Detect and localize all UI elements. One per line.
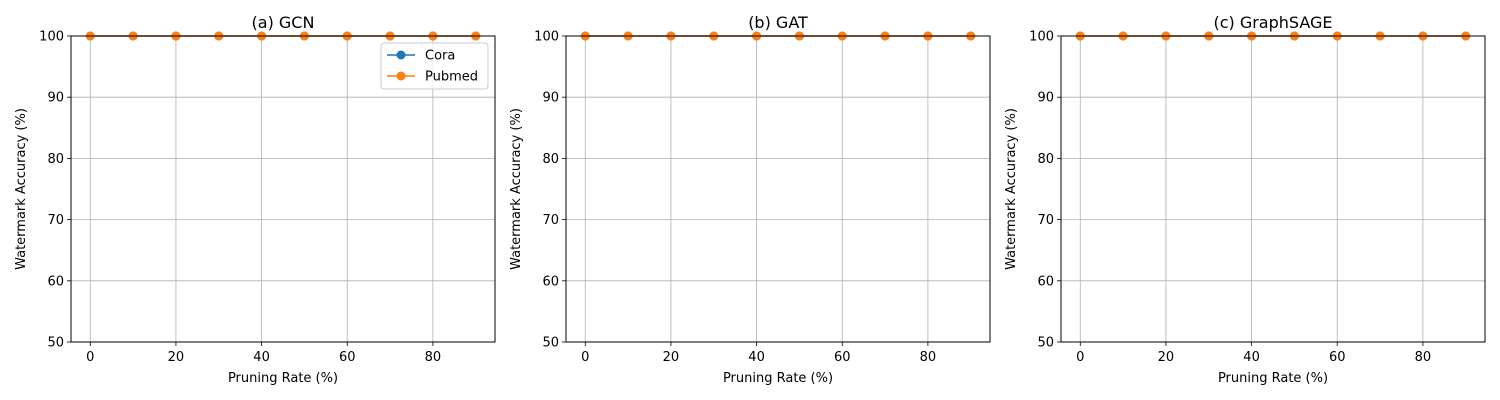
- y-tick-label: 60: [47, 274, 64, 289]
- x-tick-label: 80: [920, 350, 937, 365]
- x-tick-label: 40: [748, 350, 765, 365]
- x-axis-label: Pruning Rate (%): [1218, 371, 1328, 386]
- panel-2: 0 20 40 60 80 50 60 70 80 90 100 (b) GAT Pruning Rat…: [509, 13, 991, 386]
- legend: Cora Pubmed: [380, 42, 489, 90]
- plot-frame: [70, 35, 496, 343]
- x-tick-label: 40: [1243, 350, 1260, 365]
- x-tick-label: 80: [425, 350, 442, 365]
- x-tick-label: 20: [663, 350, 680, 365]
- y-tick-label: 70: [542, 213, 559, 228]
- panel-title: (b) GAT: [748, 13, 808, 32]
- x-tick-label: 0: [581, 350, 589, 365]
- legend-marker-cora: [396, 50, 406, 60]
- x-tick-label: 0: [1076, 350, 1084, 365]
- panel-title: (c) GraphSAGE: [1213, 13, 1332, 32]
- x-axis-label: Pruning Rate (%): [723, 371, 833, 386]
- plot-frame: [565, 35, 991, 343]
- y-tick-label: 100: [39, 30, 64, 45]
- x-tick-label: 40: [253, 350, 270, 365]
- y-axis-label: Watermark Accuracy (%): [509, 108, 524, 270]
- y-tick-label: 100: [534, 30, 559, 45]
- y-tick-label: 90: [47, 91, 64, 106]
- legend-marker-pubmed: [396, 71, 406, 81]
- y-tick-label: 80: [47, 152, 64, 167]
- y-tick-label: 80: [1037, 152, 1054, 167]
- panel-1: 0 20 40 60 80 50 60 70 80 90 100 (a) GCN Pruning Rat…: [14, 13, 496, 386]
- panel-title: (a) GCN: [252, 13, 315, 32]
- y-tick-label: 70: [47, 213, 64, 228]
- x-tick-label: 20: [168, 350, 185, 365]
- legend-label-cora: Cora: [425, 49, 455, 64]
- legend-label-pubmed: Pubmed: [425, 70, 478, 85]
- y-axis-label: Watermark Accuracy (%): [1004, 108, 1019, 270]
- y-tick-label: 90: [542, 91, 559, 106]
- x-tick-label: 60: [1329, 350, 1346, 365]
- y-tick-label: 50: [1037, 336, 1054, 351]
- x-axis-label: Pruning Rate (%): [228, 371, 338, 386]
- panel-3: 0 20 40 60 80 50 60 70 80 90 100 (c) GraphSAGE Pruni…: [1004, 13, 1486, 386]
- x-tick-label: 60: [339, 350, 356, 365]
- y-tick-label: 50: [47, 336, 64, 351]
- y-tick-label: 60: [542, 274, 559, 289]
- x-tick-label: 60: [834, 350, 851, 365]
- y-tick-label: 60: [1037, 274, 1054, 289]
- plot-frame: [1060, 35, 1486, 343]
- y-tick-label: 90: [1037, 91, 1054, 106]
- y-tick-label: 80: [542, 152, 559, 167]
- y-tick-label: 100: [1029, 30, 1054, 45]
- x-tick-label: 20: [1158, 350, 1175, 365]
- y-tick-label: 50: [542, 336, 559, 351]
- y-tick-label: 70: [1037, 213, 1054, 228]
- x-tick-label: 80: [1415, 350, 1432, 365]
- x-tick-label: 0: [86, 350, 94, 365]
- y-axis-label: Watermark Accuracy (%): [14, 108, 29, 270]
